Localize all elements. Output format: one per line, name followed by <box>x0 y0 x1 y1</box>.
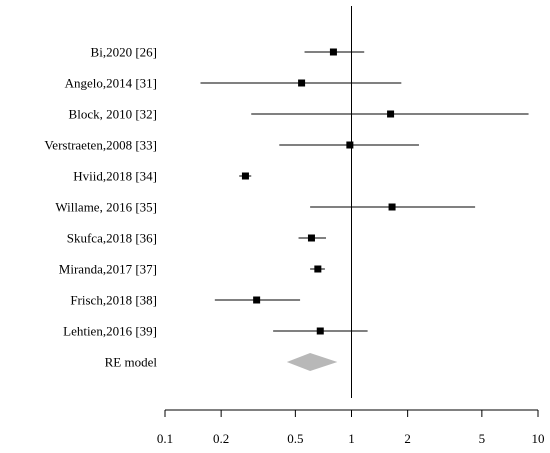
study-row: Angelo,2014 [31] <box>65 76 402 91</box>
study-label: Verstraeten,2008 [33] <box>44 138 157 153</box>
study-row: Hviid,2018 [34] <box>73 169 252 184</box>
point-estimate <box>316 327 324 335</box>
point-estimate <box>241 172 249 180</box>
study-row: Lehtien,2016 [39] <box>63 324 368 339</box>
summary-row: RE model <box>105 353 338 371</box>
study-label: Block, 2010 [32] <box>69 107 157 122</box>
point-estimate <box>388 203 396 211</box>
x-tick-label: 2 <box>404 431 411 446</box>
x-tick-label: 0.1 <box>157 431 173 446</box>
x-tick-label: 0.5 <box>287 431 303 446</box>
study-label: Hviid,2018 [34] <box>73 169 157 184</box>
point-estimate <box>329 48 337 56</box>
study-label: Skufca,2018 [36] <box>67 231 157 246</box>
x-tick-label: 1 <box>348 431 355 446</box>
point-estimate <box>314 265 322 273</box>
point-estimate <box>387 110 395 118</box>
study-row: Block, 2010 [32] <box>69 107 529 122</box>
x-axis: 0.1 0.2 0.5 1 2 5 10 <box>157 409 545 446</box>
study-row: Verstraeten,2008 [33] <box>44 138 419 153</box>
study-row: Frisch,2018 [38] <box>70 293 301 308</box>
summary-diamond <box>286 353 338 371</box>
x-tick-label: 5 <box>479 431 486 446</box>
study-label: Angelo,2014 [31] <box>65 76 157 91</box>
summary-label: RE model <box>105 355 158 370</box>
point-estimate <box>346 141 354 149</box>
study-row: Willame, 2016 [35] <box>55 200 476 215</box>
x-tick-label: 0.2 <box>213 431 229 446</box>
study-row: Bi,2020 [26] <box>91 45 365 60</box>
x-tick-label: 10 <box>532 431 545 446</box>
study-row: Skufca,2018 [36] <box>67 231 327 246</box>
point-estimate <box>307 234 315 242</box>
study-rows: Bi,2020 [26] Angelo,2014 [31] Block, 2010 … <box>44 6 529 398</box>
point-estimate <box>298 79 306 87</box>
study-label: Bi,2020 [26] <box>91 45 157 60</box>
point-estimate <box>253 296 261 304</box>
study-label: Lehtien,2016 [39] <box>63 324 157 339</box>
study-label: Miranda,2017 [37] <box>59 262 157 277</box>
study-row: Miranda,2017 [37] <box>59 262 325 277</box>
study-label: Frisch,2018 [38] <box>70 293 157 308</box>
study-label: Willame, 2016 [35] <box>55 200 157 215</box>
